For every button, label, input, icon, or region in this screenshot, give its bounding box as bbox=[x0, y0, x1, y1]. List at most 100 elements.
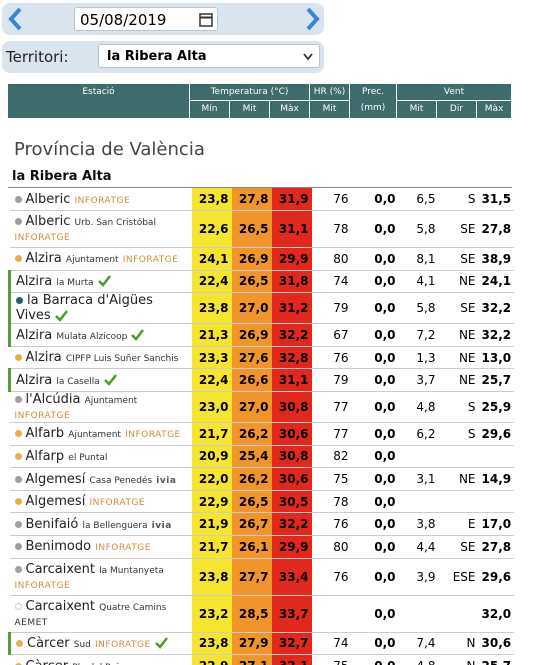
wind-direction-cell: E bbox=[438, 512, 479, 537]
wind-direction: S bbox=[467, 192, 476, 207]
station-cell: Alzira la Casella bbox=[8, 368, 192, 393]
precipitation-cell: 0,0 bbox=[351, 445, 399, 469]
temp-min: 23,8 bbox=[198, 569, 229, 584]
temp-min: 22,9 bbox=[199, 659, 229, 665]
header-text: Estació bbox=[82, 87, 115, 97]
wind-speed: 7,2 bbox=[416, 328, 436, 343]
temp-mid: 27,1 bbox=[239, 659, 269, 665]
wind-direction: NE bbox=[458, 274, 476, 289]
humidity: 77 bbox=[333, 400, 349, 415]
verified-check bbox=[154, 637, 168, 650]
subheader: Mit bbox=[230, 101, 270, 118]
precipitation-cell: 0,0 bbox=[351, 490, 399, 514]
station-row: Algemesí INFORATGE 22,9 26,5 30,5 78 0,0 bbox=[9, 490, 515, 514]
temp-max: 33,7 bbox=[278, 606, 309, 621]
temp-mid-cell: 26,9 bbox=[231, 323, 272, 347]
subheader: Dir bbox=[437, 101, 477, 118]
temp-max-cell: 32,1 bbox=[271, 654, 312, 665]
wind-speed: 6,5 bbox=[416, 192, 436, 207]
temp-min-cell: 21,7 bbox=[191, 535, 232, 559]
temp-mid-cell: 26,7 bbox=[231, 512, 272, 537]
wind-speed-cell: 4,4 bbox=[398, 535, 439, 559]
territory-select[interactable]: la Ribera Alta bbox=[98, 44, 320, 68]
station-name: Alfarp bbox=[25, 448, 65, 464]
station-location: la Muntanyeta bbox=[99, 565, 164, 576]
calendar-icon[interactable] bbox=[199, 12, 213, 27]
temp-mid-cell: 27,6 bbox=[231, 346, 272, 370]
status-dot bbox=[14, 195, 22, 203]
temp-mid-cell: 26,2 bbox=[231, 467, 272, 491]
wind-gust-cell bbox=[478, 445, 515, 469]
station-location: Ajuntament bbox=[68, 430, 121, 441]
precipitation-cell: 0,0 bbox=[351, 210, 399, 249]
station-cell: Algemesí Casa Penedés ivia bbox=[9, 467, 192, 491]
verified-check bbox=[97, 275, 111, 288]
temp-max-cell: 30,8 bbox=[271, 445, 312, 469]
prev-day[interactable] bbox=[6, 6, 26, 32]
humidity: 67 bbox=[333, 328, 349, 343]
temp-mid-cell: 26,6 bbox=[231, 368, 272, 393]
temp-max-cell: 31,1 bbox=[271, 210, 312, 249]
temp-mid: 26,1 bbox=[238, 539, 269, 554]
wind-gust-cell: 27,8 bbox=[478, 535, 515, 559]
humidity-cell: 82 bbox=[311, 445, 352, 469]
station-cell: Càrcer Sud INFORATGE bbox=[8, 632, 192, 656]
humidity: 76 bbox=[333, 569, 349, 584]
wind-direction-cell: S bbox=[438, 188, 479, 212]
humidity: 74 bbox=[333, 636, 349, 651]
wind-gust: 32,0 bbox=[481, 606, 512, 621]
humidity: 77 bbox=[333, 426, 349, 441]
wind-gust: 27,8 bbox=[481, 539, 512, 554]
temp-max-cell: 33,7 bbox=[271, 595, 312, 633]
network-tag: INFORATGE bbox=[125, 430, 181, 441]
wind-direction: NE bbox=[458, 350, 476, 365]
wind-gust: 14,9 bbox=[481, 472, 512, 487]
wind-direction: SE bbox=[460, 251, 476, 266]
wind-gust-cell: 27,8 bbox=[478, 210, 515, 249]
station-cell: Alberic Urb. San Cristóbal INFORATGE bbox=[9, 210, 192, 249]
temp-min: 22,9 bbox=[198, 494, 229, 509]
station-name: Càrcer bbox=[26, 659, 69, 665]
date-input[interactable]: 05/08/2019 bbox=[74, 7, 218, 31]
next-day[interactable] bbox=[302, 6, 322, 32]
temp-max: 31,9 bbox=[278, 192, 309, 207]
humidity: 78 bbox=[333, 494, 349, 509]
network-tag: AEMET bbox=[14, 617, 48, 628]
humidity: 79 bbox=[333, 373, 349, 388]
network-tag: ivia bbox=[156, 475, 177, 486]
station-cell: Alzira la Murta bbox=[8, 270, 192, 294]
wind-speed-cell: 7,2 bbox=[398, 323, 439, 347]
wind-direction: N bbox=[466, 636, 476, 651]
station-row: Benimodo INFORATGE 21,7 26,1 29,9 80 0,0 4,4 SE… bbox=[9, 535, 515, 559]
humidity: 78 bbox=[333, 222, 349, 237]
precipitation: 0,0 bbox=[374, 606, 396, 621]
temp-mid: 27,7 bbox=[238, 569, 269, 584]
wind-speed-cell: 5,8 bbox=[398, 292, 439, 325]
temp-max-cell: 29,9 bbox=[271, 247, 312, 271]
station-row: Alberic INFORATGE 23,8 27,8 31,9 76 0,0 6,5 S 31… bbox=[9, 188, 515, 212]
temp-max-cell: 29,9 bbox=[271, 535, 312, 559]
precipitation-cell: 0,0 bbox=[351, 368, 399, 393]
temp-max-cell: 30,8 bbox=[271, 391, 312, 424]
station-cell: la Barraca d'Aigües Vives bbox=[8, 292, 192, 325]
wind-gust: 29,6 bbox=[481, 569, 512, 584]
wind-speed-cell bbox=[398, 445, 439, 469]
network-tag: ivia bbox=[151, 520, 172, 531]
humidity-cell: 77 bbox=[311, 422, 352, 446]
temp-mid: 26,5 bbox=[238, 222, 269, 237]
wind-direction-cell: NE bbox=[438, 270, 479, 294]
temp-mid-cell: 26,2 bbox=[231, 422, 272, 446]
humidity-cell: 74 bbox=[311, 270, 352, 294]
station-name: Algemesí bbox=[25, 494, 86, 510]
precipitation-cell: 0,0 bbox=[351, 535, 399, 559]
region-title: la Ribera Alta bbox=[12, 169, 112, 184]
station-location: Sud bbox=[73, 639, 91, 650]
wind-speed-cell: 7,4 bbox=[398, 632, 439, 656]
precipitation-cell: 0,0 bbox=[351, 467, 399, 491]
wind-direction-cell: SE bbox=[438, 247, 479, 271]
wind-gust: 13,0 bbox=[481, 350, 512, 365]
wind-direction: NE bbox=[458, 472, 476, 487]
precipitation: 0,0 bbox=[374, 373, 396, 388]
wind-direction: S bbox=[467, 426, 476, 441]
wind-gust-cell: 17,0 bbox=[478, 512, 515, 537]
